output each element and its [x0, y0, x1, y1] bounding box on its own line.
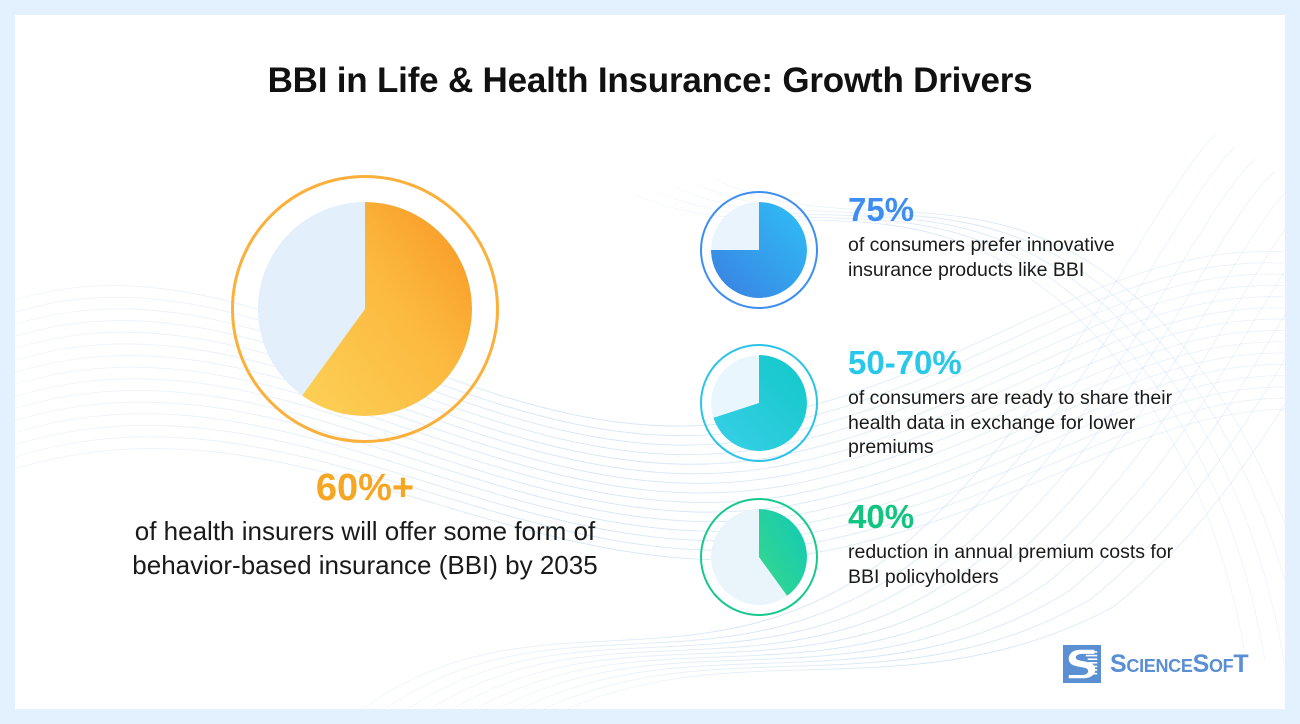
stat-description: of consumers are ready to share their he…: [848, 386, 1173, 459]
page-title: BBI in Life & Health Insurance: Growth D…: [267, 61, 1033, 100]
main-pie-ring: [231, 175, 499, 443]
stat-block-3: 40% reduction in annual premium costs fo…: [700, 498, 1188, 616]
pie-chart-icon: [700, 191, 818, 309]
stat-pie-svg: [711, 355, 807, 451]
stat-pie-ring: [700, 191, 818, 309]
sciencesoft-logo: SCIENCESOFT: [1063, 645, 1249, 683]
main-pie-chart: [231, 175, 499, 443]
stat-value: 75%: [848, 191, 915, 228]
main-pie-body: [258, 202, 472, 416]
stat-text-2: 50-70% of consumers are ready to share t…: [848, 344, 1188, 460]
stat-pie-body: [711, 355, 807, 451]
sciencesoft-logo-text: SCIENCESOFT: [1110, 649, 1249, 678]
main-pie-svg: [258, 202, 472, 416]
stat-pie-body: [711, 509, 807, 605]
stat-pie-svg: [711, 202, 807, 298]
pie-chart-icon: [700, 344, 818, 462]
main-stat-description: of health insurers will offer some form …: [132, 516, 598, 581]
stat-description: of consumers prefer innovative insurance…: [848, 233, 1115, 281]
main-stat-block: 60%+ of health insurers will offer some …: [115, 175, 615, 583]
stat-pie-ring: [700, 498, 818, 616]
sciencesoft-logo-icon: [1063, 645, 1101, 683]
stat-text-1: 75% of consumers prefer innovative insur…: [848, 191, 1188, 282]
stat-text-3: 40% reduction in annual premium costs fo…: [848, 498, 1188, 589]
stat-pie-svg: [711, 509, 807, 605]
stat-pie-body: [711, 202, 807, 298]
stat-pie-ring: [700, 344, 818, 462]
stat-value: 50-70%: [848, 344, 962, 381]
stat-block-1: 75% of consumers prefer innovative insur…: [700, 191, 1188, 309]
infographic-canvas: BBI in Life & Health Insurance: Growth D…: [15, 15, 1285, 709]
main-stat-value: 60%+: [315, 467, 415, 509]
pie-chart-icon: [700, 498, 818, 616]
stat-block-2: 50-70% of consumers are ready to share t…: [700, 344, 1188, 462]
stat-description: reduction in annual premium costs for BB…: [848, 540, 1174, 588]
stat-value: 40%: [848, 498, 915, 535]
